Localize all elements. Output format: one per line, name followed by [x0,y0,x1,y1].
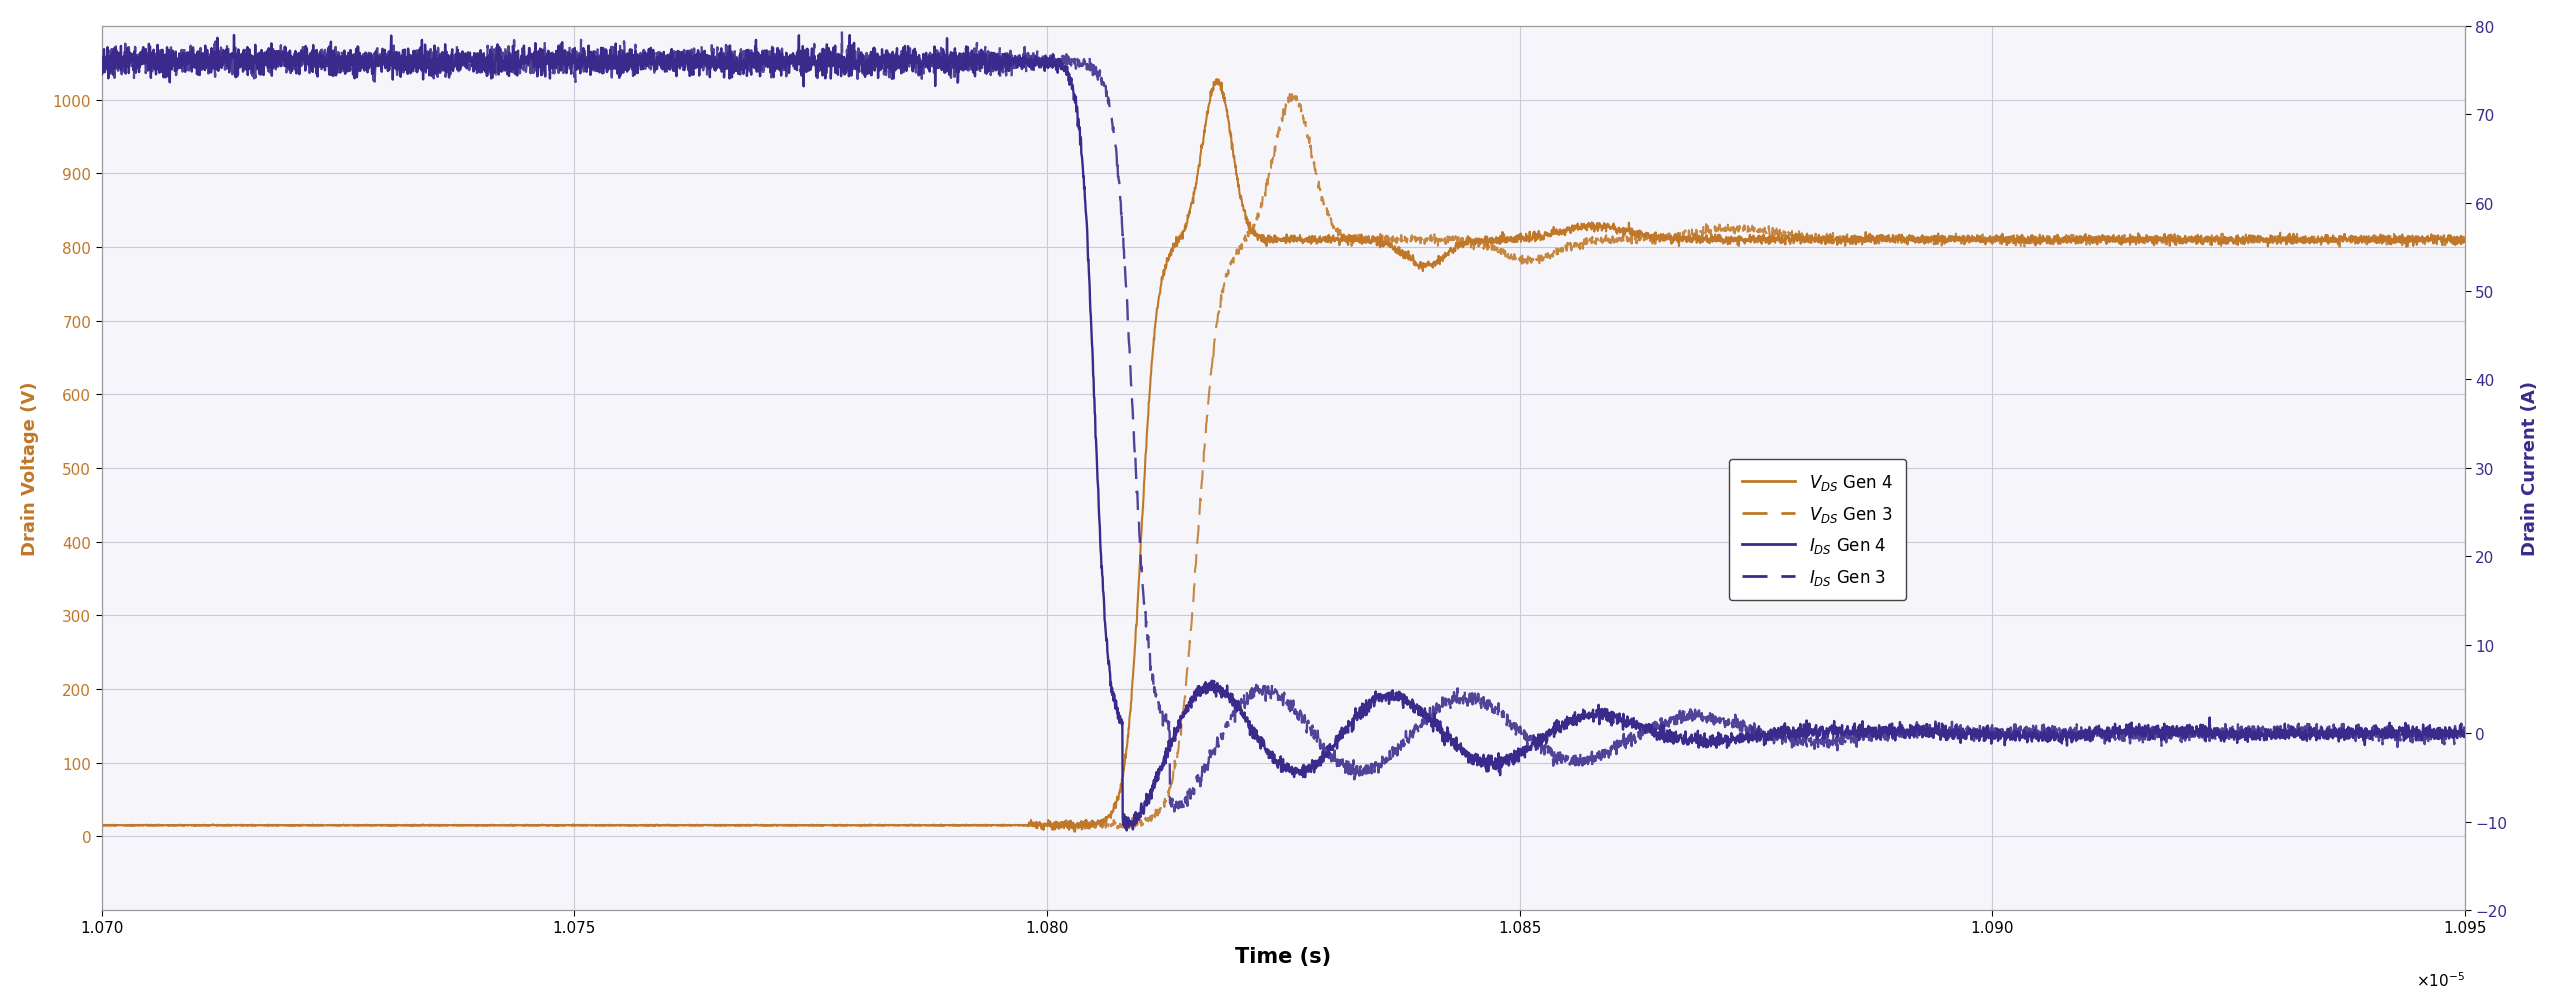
Y-axis label: Drain Voltage (V): Drain Voltage (V) [20,381,38,555]
X-axis label: Time (s): Time (s) [1234,947,1331,967]
Text: $\times 10^{-5}$: $\times 10^{-5}$ [2417,970,2465,989]
Y-axis label: Drain Current (A): Drain Current (A) [2522,381,2540,556]
Legend: $V_{DS}$ Gen 4, $V_{DS}$ Gen 3, $I_{DS}$ Gen 4, $I_{DS}$ Gen 3: $V_{DS}$ Gen 4, $V_{DS}$ Gen 3, $I_{DS}$… [1728,459,1907,600]
